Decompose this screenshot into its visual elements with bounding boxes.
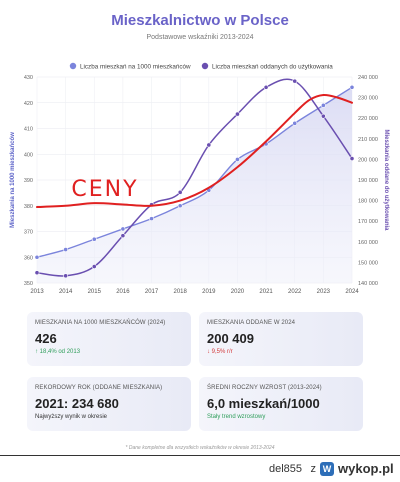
- legend-marker-per-1000: [69, 62, 77, 70]
- y-right-tick-label: 140 000: [358, 281, 378, 287]
- stat-card-note: ↑ 18,4% od 2013: [35, 349, 81, 355]
- y-right-tick-label: 150 000: [358, 260, 378, 266]
- stat-card-label: MIESZKANIA ODDANE W 2024: [207, 320, 296, 326]
- series-points: [34, 78, 355, 279]
- y-right-tick-label: 170 000: [358, 219, 378, 225]
- point-completed-2019: [206, 142, 212, 148]
- stat-card-record-year: REKORDOWY ROK (ODDANE MIESZKANIA) 2021: …: [27, 377, 191, 431]
- x-tick-label: 2017: [145, 289, 159, 295]
- page-title: Mieszkalnictwo w Polsce: [111, 12, 289, 29]
- y-left-tick-label: 390: [24, 178, 33, 184]
- x-tick-label: 2024: [345, 289, 359, 295]
- point-per-1000-2022: [292, 120, 298, 126]
- y-right-axis-title: Mieszkania oddane do użytkowania: [383, 129, 389, 231]
- point-per-1000-2017: [149, 216, 154, 222]
- point-completed-2016: [120, 233, 126, 239]
- stat-card-label: MIESZKANIA NA 1000 MIESZKAŃCÓW (2024): [35, 320, 166, 326]
- price-annotation-line: [36, 93, 353, 209]
- point-per-1000-2015: [91, 236, 97, 242]
- stat-card-label: REKORDOWY ROK (ODDANE MIESZKANIA): [35, 385, 163, 391]
- point-completed-2024: [349, 156, 355, 161]
- series-area: [37, 87, 352, 283]
- x-tick-label: 2023: [317, 289, 331, 295]
- stat-card-avg-growth: ŚREDNI ROCZNY WZROST (2013-2024) 6,0 mie…: [199, 377, 363, 431]
- stat-card-value: 2021: 234 680: [35, 396, 119, 411]
- x-tick-label: 2016: [116, 289, 130, 295]
- series-area-per-1000: [37, 87, 352, 283]
- stat-card-value: 6,0 mieszkań/1000: [207, 396, 320, 411]
- y-left-tick-label: 410: [24, 127, 33, 133]
- y-right-tick-label: 160 000: [358, 240, 378, 246]
- point-completed-2021: [263, 84, 269, 90]
- y-left-tick-label: 350: [24, 281, 33, 287]
- stat-card-per-1000: MIESZKANIA NA 1000 MIESZKAŃCÓW (2024) 42…: [27, 312, 191, 366]
- point-completed-2014: [63, 273, 69, 279]
- point-per-1000-2018: [177, 203, 183, 209]
- x-tick-label: 2014: [59, 289, 73, 295]
- point-completed-2013: [34, 270, 40, 276]
- stat-card-label: ŚREDNI ROCZNY WZROST (2013-2024): [207, 385, 322, 391]
- point-completed-2018: [177, 189, 183, 195]
- series-lines: [36, 78, 353, 277]
- price-annotation: CENY: [36, 93, 353, 209]
- wykop-logo-text: wykop.pl: [338, 461, 394, 476]
- chart-legend: Liczba mieszkań na 1000 mieszkańców Liczb…: [69, 62, 333, 71]
- housing-chart: Liczba mieszkań na 1000 mieszkańców Liczb…: [10, 62, 389, 295]
- point-completed-2023: [320, 113, 326, 119]
- series-line-per-1000: [36, 86, 353, 258]
- point-per-1000-2024: [349, 84, 355, 90]
- y-right-tick-label: 190 000: [358, 178, 378, 184]
- y-right-tick-label: 220 000: [358, 116, 378, 122]
- wykop-logo[interactable]: W wykop.pl: [320, 460, 394, 478]
- x-tick-label: 2015: [88, 289, 102, 295]
- point-per-1000-2020: [235, 157, 240, 162]
- x-tick-label: 2022: [288, 289, 302, 295]
- stat-card-note: Najwyższy wynik w okresie: [35, 414, 108, 420]
- y-left-tick-label: 370: [24, 230, 33, 236]
- stat-card-value: 200 409: [207, 331, 254, 346]
- y-right-tick-label: 210 000: [358, 137, 378, 143]
- y-right-tick-label: 180 000: [358, 199, 378, 205]
- point-completed-2015: [91, 264, 97, 269]
- x-tick-label: 2018: [174, 289, 188, 295]
- y-left-tick-label: 430: [24, 75, 33, 81]
- footer-bar: del855 z W wykop.pl: [0, 455, 400, 482]
- x-tick-label: 2020: [231, 289, 245, 295]
- y-left-tick-label: 400: [24, 152, 33, 158]
- y-right-tick-label: 230 000: [358, 96, 378, 102]
- point-per-1000-2014: [63, 247, 69, 252]
- point-completed-2022: [292, 78, 298, 84]
- legend-label-per-1000: Liczba mieszkań na 1000 mieszkańców: [80, 64, 191, 71]
- point-per-1000-2013: [34, 254, 40, 260]
- price-annotation-text: CENY: [71, 177, 138, 202]
- point-per-1000-2023: [320, 102, 326, 108]
- wykop-logo-icon: W: [320, 462, 334, 476]
- y-right-tick-label: 240 000: [358, 75, 378, 81]
- stat-card-completed-2024: MIESZKANIA ODDANE W 2024 200 409 ↓ 9,5% …: [199, 312, 363, 366]
- x-tick-label: 2019: [202, 289, 216, 295]
- legend-marker-completed: [201, 62, 209, 70]
- chart-axes: 350 360 370 380 390 400 410 420 430 140 000 150 00…: [10, 75, 389, 295]
- source-separator: z: [310, 463, 317, 475]
- page-subtitle: Podstawowe wskaźniki 2013-2024: [146, 34, 254, 41]
- point-completed-2020: [235, 111, 240, 117]
- x-tick-label: 2013: [30, 289, 44, 295]
- author-link[interactable]: del855: [268, 463, 302, 475]
- stat-card-value: 426: [35, 331, 57, 346]
- y-left-tick-label: 360: [24, 255, 33, 261]
- stat-card-note: Stały trend wzrostowy: [207, 414, 266, 420]
- series-line-completed: [36, 78, 353, 277]
- footnote: * Dane kompletne dla wszystkich wskaźnik…: [125, 445, 275, 451]
- y-right-tick-label: 200 000: [358, 157, 378, 163]
- y-left-tick-label: 420: [24, 101, 33, 107]
- point-per-1000-2016: [120, 226, 126, 232]
- y-left-tick-label: 380: [24, 204, 33, 210]
- stat-card-note: ↓ 9,5% r/r: [207, 349, 233, 355]
- x-tick-label: 2021: [259, 289, 273, 295]
- y-left-axis-title: Mieszkania na 1000 mieszkańców: [10, 132, 16, 228]
- legend-label-completed: Liczba mieszkań oddanych do użytkowania: [212, 64, 333, 71]
